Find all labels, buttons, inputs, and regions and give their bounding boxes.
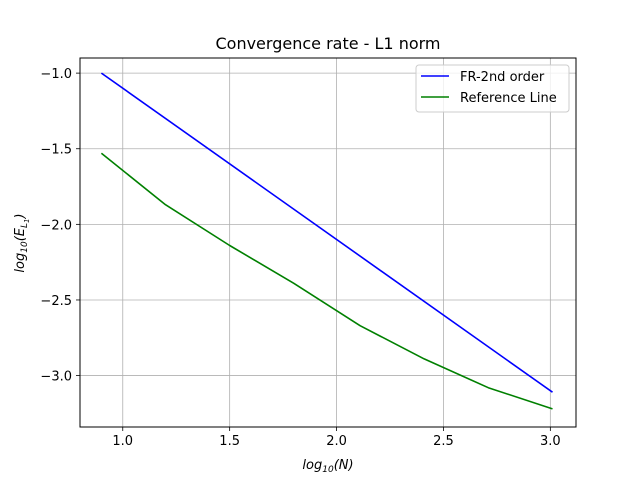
y-label-arg-sub: L xyxy=(20,223,30,228)
legend: FR-2nd order Reference Line xyxy=(415,64,570,113)
series-line-fr-2nd-order xyxy=(100,72,553,393)
chart-title: Convergence rate - L1 norm xyxy=(215,34,440,53)
y-label-arg-subsub: 1 xyxy=(23,219,31,223)
x-axis: 1.0 1.5 2.0 2.5 3.0 xyxy=(112,427,561,449)
y-tick-label: −3.0 xyxy=(40,370,72,385)
y-label-sub: 10 xyxy=(20,241,30,253)
y-tick-label: −1.5 xyxy=(40,143,72,158)
y-label-base: log xyxy=(13,253,28,273)
y-label-arg-open: (E xyxy=(13,227,28,241)
legend-box xyxy=(415,64,570,113)
y-label-arg-close: ) xyxy=(13,213,28,219)
series-layer xyxy=(100,72,553,410)
series-line-reference-line xyxy=(100,152,553,410)
x-label-base: log xyxy=(302,458,322,473)
legend-label-fr-2nd-order: FR-2nd order xyxy=(460,70,545,85)
y-tick-label: −1.0 xyxy=(40,67,72,82)
plot-frame xyxy=(79,57,577,428)
x-tick-label: 1.5 xyxy=(219,434,240,449)
x-tick-label: 3.0 xyxy=(540,434,561,449)
y-axis-label: log10(EL1) xyxy=(13,213,31,272)
grid xyxy=(80,58,576,427)
legend-label-reference-line: Reference Line xyxy=(460,91,557,106)
x-tick-label: 1.0 xyxy=(112,434,133,449)
y-tick-label: −2.5 xyxy=(40,294,72,309)
x-label-sub: 10 xyxy=(322,465,334,475)
y-tick-label: −2.0 xyxy=(40,218,72,233)
x-tick-label: 2.0 xyxy=(326,434,347,449)
x-label-arg: (N) xyxy=(334,458,354,473)
y-axis: −3.0 −2.5 −2.0 −1.5 −1.0 xyxy=(40,67,80,385)
x-axis-label: log10(N) xyxy=(302,458,353,475)
x-tick-label: 2.5 xyxy=(433,434,454,449)
